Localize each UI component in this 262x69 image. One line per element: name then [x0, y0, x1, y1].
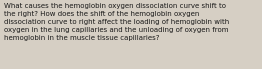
Text: What causes the hemoglobin oxygen dissociation curve shift to
the right? How doe: What causes the hemoglobin oxygen dissoc…: [4, 3, 229, 41]
